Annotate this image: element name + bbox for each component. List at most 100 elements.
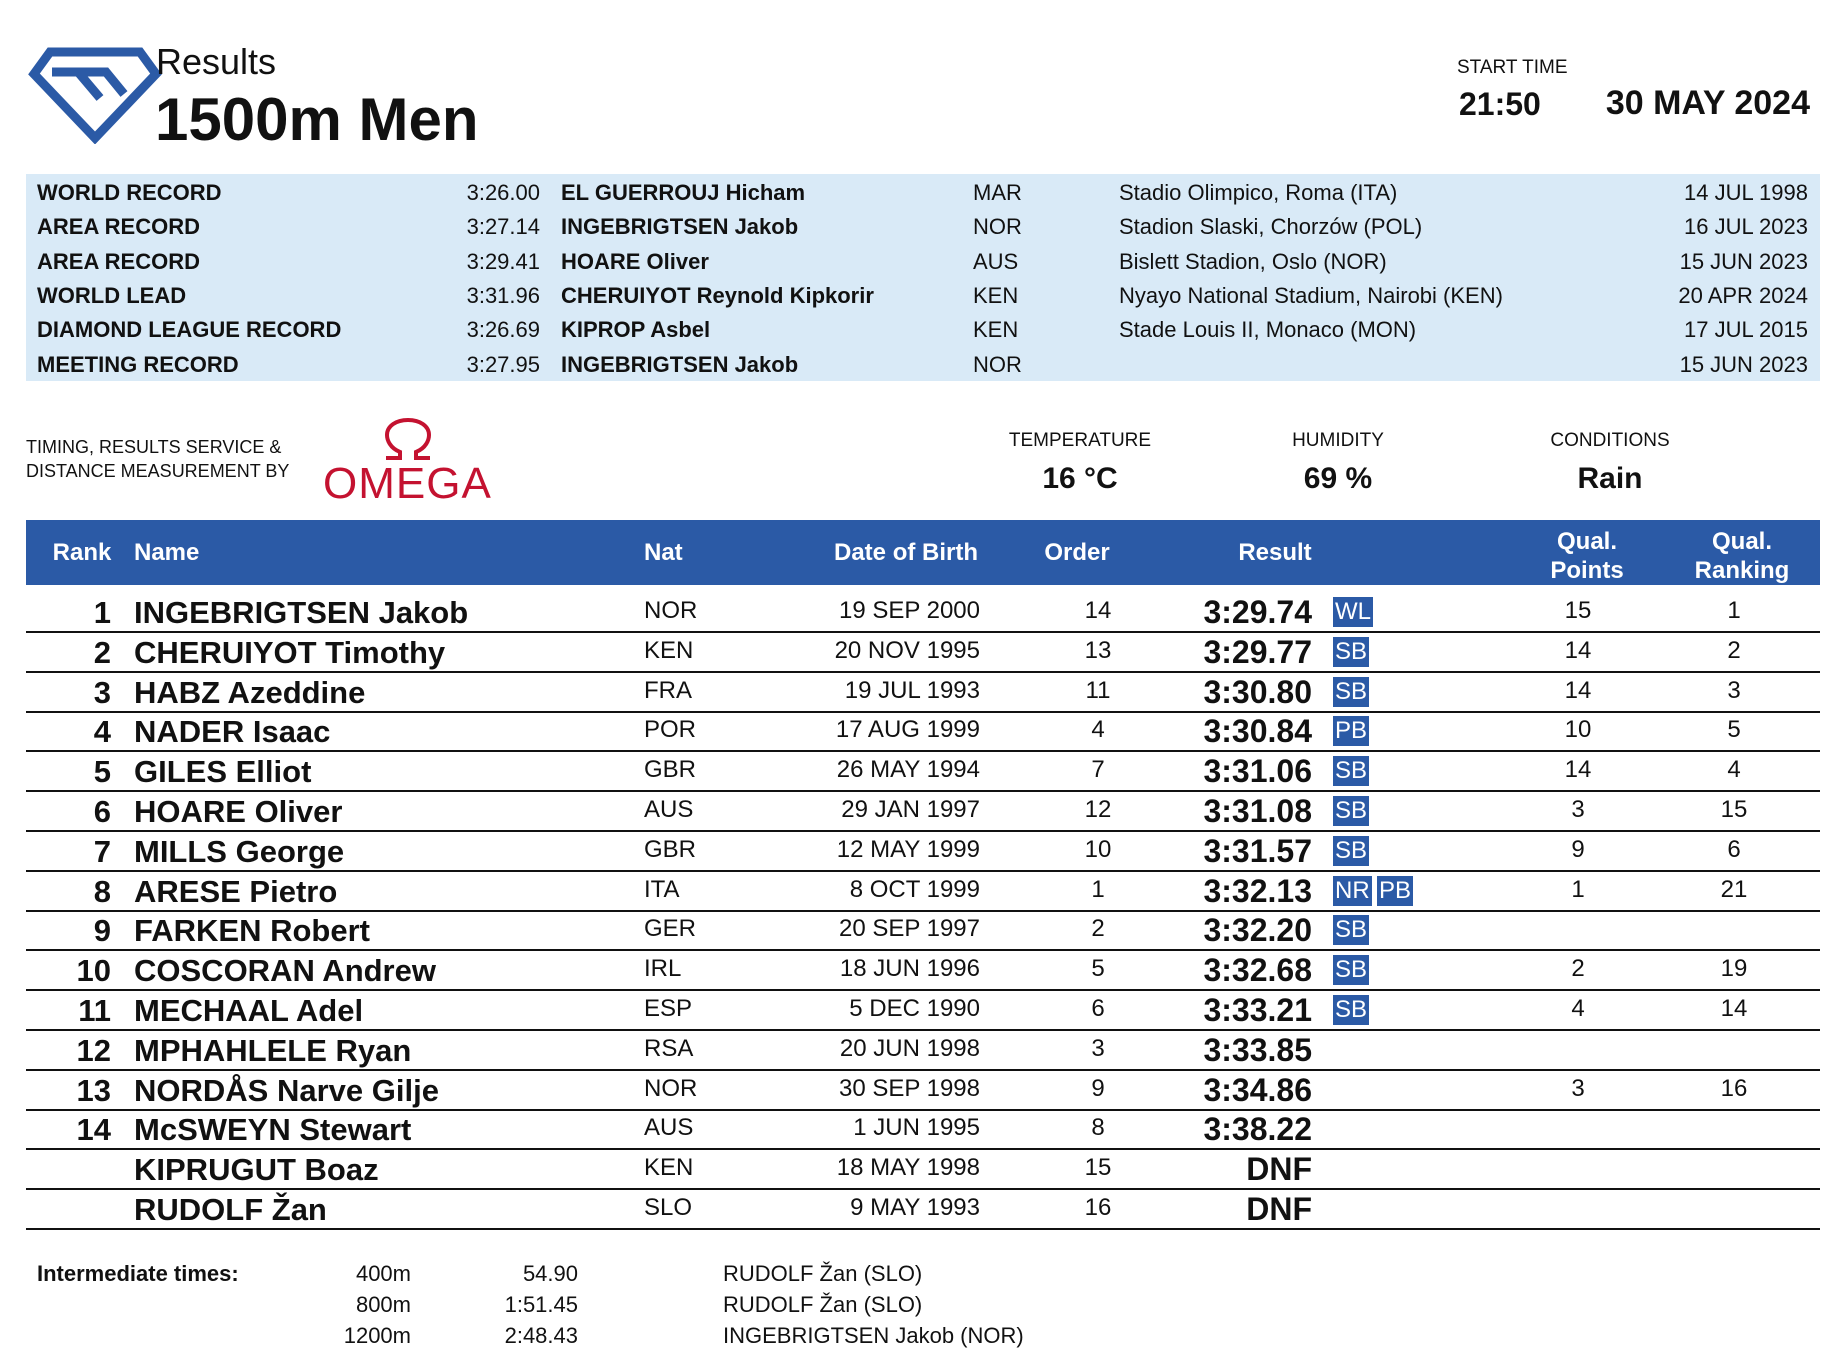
rank: 9 — [93, 913, 111, 949]
order: 7 — [1091, 756, 1105, 784]
order: 8 — [1091, 1114, 1105, 1142]
order: 16 — [1084, 1194, 1112, 1221]
athlete-name: HABZ Azeddine — [134, 674, 366, 710]
result: 3:31.57 — [1203, 832, 1312, 869]
date-of-birth: 30 SEP 1998 — [838, 1074, 980, 1102]
split-time: 1:51.45 — [504, 1292, 578, 1317]
rank: 7 — [93, 833, 111, 869]
athlete-name: MPHAHLELE Ryan — [134, 1032, 412, 1068]
result-mark: SB — [1333, 636, 1370, 667]
record-time: 3:26.00 — [466, 180, 540, 205]
result: 3:31.06 — [1203, 753, 1312, 790]
date-of-birth: 17 AUG 1999 — [835, 716, 980, 744]
record-nat: MAR — [973, 180, 1022, 205]
record-holder: INGEBRIGTSEN Jakob — [561, 214, 799, 240]
weather-label: TEMPERATURE — [1008, 430, 1152, 451]
athlete-name: INGEBRIGTSEN Jakob — [134, 595, 469, 630]
rank: 12 — [76, 1032, 111, 1068]
qual-ranking: 4 — [1727, 756, 1741, 784]
weather-label: HUMIDITY — [1292, 430, 1384, 451]
rank: 4 — [93, 714, 111, 750]
qual-points: 14 — [1564, 756, 1592, 784]
qual-points: 3 — [1571, 1074, 1585, 1102]
weather-value: 69 % — [1303, 462, 1373, 495]
row-separator — [26, 1188, 1820, 1191]
row-separator — [26, 1148, 1820, 1151]
qual-ranking: 21 — [1720, 875, 1748, 903]
result: 3:32.13 — [1203, 872, 1312, 909]
nat: AUS — [644, 796, 694, 823]
split-distance: 800m — [355, 1292, 411, 1317]
table-header: Qual. Points — [1550, 528, 1624, 584]
record-nat: NOR — [973, 214, 1022, 240]
table-header-band — [26, 520, 1820, 585]
record-nat: AUS — [973, 248, 1019, 274]
table-header: Rank — [52, 539, 112, 566]
record-label: AREA RECORD — [37, 214, 200, 240]
record-time: 3:27.95 — [466, 351, 540, 377]
result: DNF — [1246, 1151, 1312, 1188]
weather-value: Rain — [1577, 462, 1643, 495]
date-of-birth: 8 OCT 1999 — [849, 875, 980, 903]
result: 3:33.85 — [1203, 1031, 1312, 1068]
result-mark: SB — [1333, 796, 1370, 826]
date-of-birth: 19 SEP 2000 — [838, 597, 980, 624]
split-leader: INGEBRIGTSEN Jakob (NOR) — [723, 1323, 1024, 1348]
qual-ranking: 14 — [1720, 995, 1748, 1022]
record-holder: HOARE Oliver — [561, 248, 709, 274]
athlete-name: MILLS George — [134, 833, 345, 869]
row-separator — [26, 1068, 1820, 1071]
record-label: DIAMOND LEAGUE RECORD — [37, 317, 342, 343]
result-mark: PB — [1333, 716, 1370, 747]
title: Results — [156, 41, 277, 82]
order: 3 — [1091, 1034, 1105, 1062]
nat: KEN — [644, 1154, 694, 1182]
intermediate-label: Intermediate times: — [37, 1261, 239, 1286]
record-date: 20 APR 2024 — [1678, 282, 1808, 308]
athlete-name: RUDOLF Žan — [134, 1192, 327, 1227]
order: 1 — [1091, 875, 1105, 903]
result: 3:30.80 — [1203, 673, 1312, 710]
record-label: WORLD LEAD — [37, 282, 187, 308]
split-time: 2:48.43 — [504, 1323, 578, 1348]
record-venue: Nyayo National Stadium, Nairobi (KEN) — [1119, 282, 1503, 308]
result: 3:30.84 — [1203, 713, 1312, 750]
row-separator — [26, 949, 1820, 952]
athlete-name: COSCORAN Andrew — [134, 953, 436, 989]
result: 3:34.86 — [1203, 1071, 1312, 1108]
order: 11 — [1085, 676, 1111, 704]
rank: 6 — [93, 794, 111, 829]
rank: 14 — [76, 1112, 111, 1148]
athlete-name: GILES Elliot — [134, 754, 312, 790]
result: 3:31.08 — [1203, 793, 1312, 829]
athlete-name: CHERUIYOT Timothy — [134, 634, 446, 670]
table-header: Qual. Ranking — [1694, 528, 1790, 584]
date-of-birth: 20 SEP 1997 — [838, 915, 980, 943]
qual-ranking: 2 — [1727, 636, 1741, 664]
qual-points: 10 — [1564, 716, 1592, 744]
row-separator — [26, 631, 1820, 633]
qual-points: 9 — [1571, 835, 1585, 863]
row-separator — [26, 869, 1820, 872]
result-mark: PB — [1377, 875, 1414, 906]
date-of-birth: 29 JAN 1997 — [841, 796, 980, 823]
qual-ranking: 1 — [1727, 597, 1741, 624]
record-holder: INGEBRIGTSEN Jakob — [561, 351, 799, 377]
qual-points: 1 — [1571, 875, 1585, 903]
athlete-name: HOARE Oliver — [134, 794, 343, 829]
nat: NOR — [644, 1074, 698, 1102]
weather-label: CONDITIONS — [1550, 430, 1670, 451]
record-nat: KEN — [973, 282, 1019, 308]
record-time: 3:31.96 — [466, 282, 540, 308]
record-date: 14 JUL 1998 — [1684, 180, 1808, 205]
order: 15 — [1084, 1154, 1112, 1182]
qual-ranking: 19 — [1720, 955, 1748, 983]
table-header: Nat — [644, 539, 683, 566]
result: 3:32.68 — [1203, 952, 1312, 989]
date-of-birth: 20 JUN 1998 — [839, 1034, 980, 1062]
order: 14 — [1084, 597, 1112, 624]
record-venue: Bislett Stadion, Oslo (NOR) — [1119, 248, 1387, 274]
split-distance: 400m — [355, 1261, 411, 1286]
qual-points: 14 — [1564, 676, 1592, 704]
